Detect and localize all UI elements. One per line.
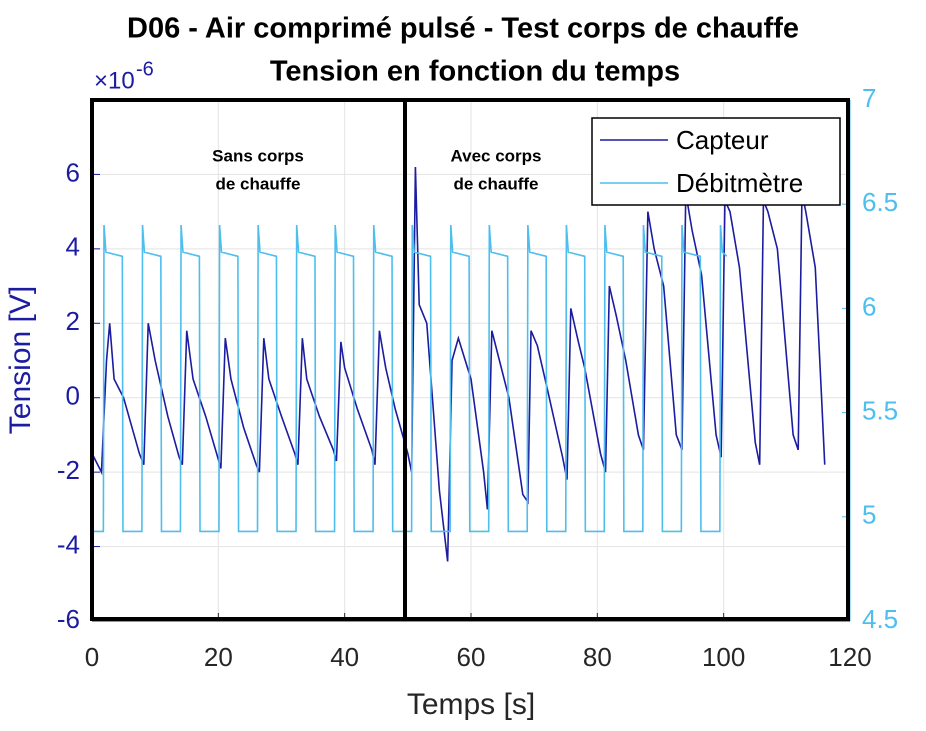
y-tick-label: 2 — [66, 306, 80, 336]
y-exponent-power: -6 — [136, 58, 154, 80]
annotation: Avec corps — [450, 146, 541, 165]
y-tick-label: -6 — [57, 604, 80, 634]
y-axis-label: Tension [V] — [4, 286, 37, 434]
x-tick-label: 80 — [583, 642, 612, 672]
legend-label: Capteur — [676, 125, 769, 155]
y2-tick-label: 7 — [862, 83, 876, 113]
series-line — [92, 224, 728, 533]
annotation: de chauffe — [453, 174, 538, 193]
y-exponent-base: ×10 — [94, 67, 135, 94]
annotation: Sans corps — [212, 146, 304, 165]
x-tick-label: 20 — [204, 642, 233, 672]
legend-box — [591, 117, 841, 206]
y2-tick-label: 4.5 — [862, 604, 898, 634]
plot-area — [91, 166, 826, 562]
x-tick-label: 100 — [702, 642, 745, 672]
x-tick-label: 60 — [457, 642, 486, 672]
x-tick-label: 40 — [330, 642, 359, 672]
annotation: de chauffe — [215, 174, 300, 193]
x-tick-label: 0 — [85, 642, 99, 672]
legend-label: Débitmètre — [676, 168, 803, 198]
region-box — [403, 98, 850, 621]
y-tick-label: -4 — [57, 529, 80, 559]
y2-tick-label: 6 — [862, 291, 876, 321]
y2-tick-label: 5.5 — [862, 395, 898, 425]
chart-title: D06 - Air comprimé pulsé - Test corps de… — [127, 13, 799, 45]
x-axis-label: Temps [s] — [407, 688, 535, 721]
chart-subtitle: Tension en fonction du temps — [270, 56, 680, 88]
y-tick-label: -2 — [57, 455, 80, 485]
series-line — [91, 166, 826, 562]
y-tick-label: 0 — [66, 381, 80, 411]
y-tick-label: 4 — [66, 232, 80, 262]
x-tick-label: 120 — [828, 642, 871, 672]
y2-tick-label: 6.5 — [862, 187, 898, 217]
y-tick-label: 6 — [66, 157, 80, 187]
legend: Capteur Débitmètre — [591, 117, 841, 206]
y2-tick-label: 5 — [862, 500, 876, 530]
